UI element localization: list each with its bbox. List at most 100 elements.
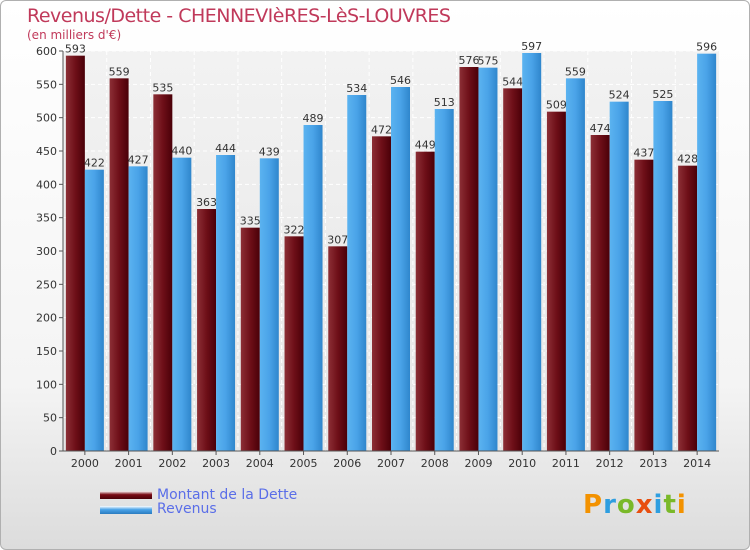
data-label-revenus: 513 xyxy=(434,96,455,109)
bar-dette xyxy=(197,209,217,451)
x-tick-label: 2012 xyxy=(596,457,624,470)
data-label-dette: 509 xyxy=(546,99,567,112)
bar-revenus xyxy=(347,95,367,451)
x-tick-label: 2014 xyxy=(683,457,711,470)
data-label-dette: 559 xyxy=(109,65,130,78)
x-tick-label: 2005 xyxy=(290,457,318,470)
data-label-dette: 437 xyxy=(633,147,654,160)
bar-dette xyxy=(109,78,129,451)
data-label-revenus: 597 xyxy=(521,40,542,53)
bar-revenus xyxy=(609,101,629,452)
x-tick-label: 2008 xyxy=(421,457,449,470)
data-label-dette: 428 xyxy=(677,153,698,166)
data-label-revenus: 427 xyxy=(128,153,149,166)
logo-letter: P xyxy=(583,490,604,520)
bar-revenus xyxy=(478,67,498,452)
bar-dette xyxy=(372,136,391,452)
bar-dette xyxy=(328,246,348,451)
data-label-dette: 335 xyxy=(240,215,261,228)
x-tick-label: 2013 xyxy=(639,457,667,470)
y-tick-label: 450 xyxy=(36,145,57,158)
legend-label-dette: Montant de la Dette xyxy=(157,487,298,503)
data-label-dette: 307 xyxy=(327,233,348,246)
data-label-dette: 449 xyxy=(415,139,436,152)
bar-revenus xyxy=(84,169,104,451)
data-label-revenus: 525 xyxy=(652,88,673,101)
bar-dette xyxy=(65,55,85,452)
data-label-dette: 593 xyxy=(65,43,86,56)
x-tick-label: 2010 xyxy=(508,457,536,470)
y-tick-label: 500 xyxy=(36,112,57,125)
chart-subtitle: (en milliers d'€) xyxy=(27,28,122,42)
legend-item-dette: Montant de la Dette xyxy=(100,487,298,503)
x-tick-label: 2007 xyxy=(377,457,405,470)
x-tick-label: 2006 xyxy=(333,457,361,470)
y-tick-label: 300 xyxy=(36,245,57,258)
bar-dette xyxy=(590,135,610,451)
data-label-revenus: 440 xyxy=(171,145,192,158)
y-tick-label: 150 xyxy=(36,345,57,358)
data-label-revenus: 546 xyxy=(390,74,411,87)
bar-revenus xyxy=(697,53,717,452)
data-label-revenus: 575 xyxy=(477,55,498,68)
bar-revenus xyxy=(303,125,323,451)
bar-dette xyxy=(153,94,173,451)
data-label-revenus: 422 xyxy=(84,157,105,170)
bar-revenus xyxy=(259,158,279,452)
y-tick-label: 100 xyxy=(36,378,57,391)
data-label-revenus: 534 xyxy=(346,82,367,95)
x-tick-label: 2004 xyxy=(246,457,274,470)
bar-revenus xyxy=(172,157,192,451)
bar-dette xyxy=(546,111,566,452)
data-label-revenus: 439 xyxy=(259,145,280,158)
bar-dette xyxy=(240,227,260,451)
bar-dette xyxy=(634,159,654,451)
proxiti-logo: Proxiti xyxy=(583,490,687,520)
y-tick-label: 200 xyxy=(36,312,57,325)
legend-swatch-revenus xyxy=(100,506,152,514)
x-tick-label: 2002 xyxy=(158,457,186,470)
logo-letter: x xyxy=(635,490,654,520)
bar-dette xyxy=(415,151,435,451)
x-tick-label: 2009 xyxy=(464,457,492,470)
bar-revenus xyxy=(522,53,542,451)
x-tick-label: 2003 xyxy=(202,457,230,470)
y-tick-label: 350 xyxy=(36,212,57,225)
data-label-revenus: 524 xyxy=(609,89,630,102)
logo-letter: r xyxy=(603,490,617,520)
y-tick-label: 400 xyxy=(36,178,57,191)
bar-revenus xyxy=(216,155,236,451)
bar-dette xyxy=(503,88,523,451)
bar-revenus xyxy=(128,166,148,452)
x-tick-label: 2001 xyxy=(115,457,143,470)
bar-dette xyxy=(459,67,479,451)
data-label-dette: 322 xyxy=(284,223,305,236)
chart-title: Revenus/Dette - CHENNEVIèRES-LèS-LOUVRES xyxy=(27,5,451,27)
legend-item-revenus: Revenus xyxy=(100,501,217,517)
logo-letter: t xyxy=(663,490,677,520)
bar-dette xyxy=(678,165,698,451)
y-tick-label: 550 xyxy=(36,78,57,91)
y-tick-label: 50 xyxy=(43,412,57,425)
data-label-dette: 544 xyxy=(502,75,523,88)
bar-revenus xyxy=(653,101,673,451)
data-label-dette: 535 xyxy=(152,81,173,94)
bar-revenus xyxy=(565,78,585,451)
x-tick-label: 2011 xyxy=(552,457,580,470)
data-label-dette: 363 xyxy=(196,196,217,209)
legend-label-revenus: Revenus xyxy=(157,501,217,517)
bar-revenus xyxy=(391,87,410,451)
bar-dette xyxy=(284,236,304,451)
y-tick-label: 600 xyxy=(36,45,57,58)
data-label-revenus: 559 xyxy=(565,65,586,78)
legend-swatch-dette xyxy=(100,491,152,499)
bar-revenus xyxy=(434,109,454,451)
x-tick-label: 2000 xyxy=(71,457,99,470)
y-tick-label: 250 xyxy=(36,278,57,291)
logo-letter: o xyxy=(616,490,636,520)
data-label-revenus: 596 xyxy=(696,41,717,54)
data-label-revenus: 444 xyxy=(215,142,236,155)
data-label-revenus: 489 xyxy=(303,112,324,125)
